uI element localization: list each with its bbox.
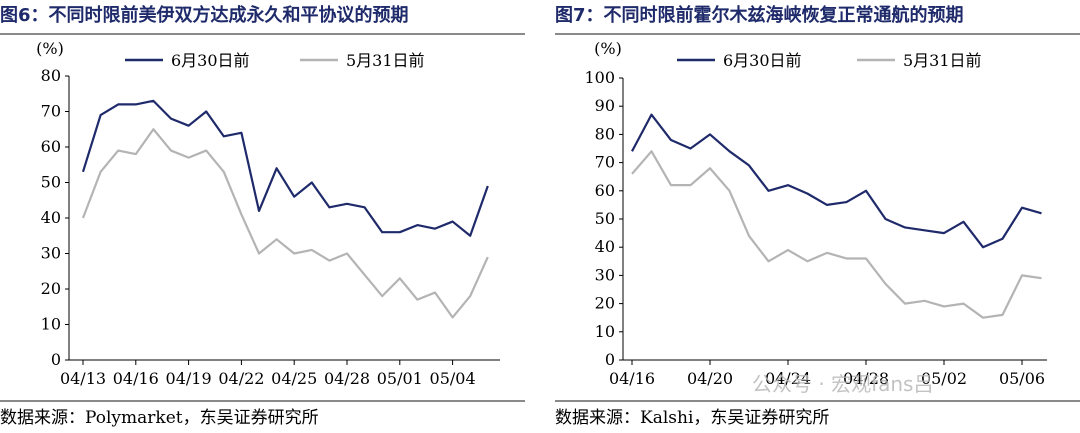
legend-label: 5月31日前 [346,51,425,70]
legend-label: 6月30日前 [171,51,250,70]
chart-title: 图7：不同时限前霍尔木兹海峡恢复正常通航的预期 [555,5,964,26]
y-tick-label: 80 [595,124,615,143]
y-tick-label: 70 [41,102,61,121]
line-chart-hormuz-navigation: 0 10 20 30 40 50 60 70 80 90 100 (%) 04/16 04/20 04/24… [584,39,1047,388]
series-line-may31 [631,150,1042,319]
chart-panel-peace-agreement: 图6：不同时限前美伊双方达成永久和平协议的预期 0 10 20 30 40 50 60 70 8… [0,0,525,433]
y-tick-label: 10 [41,315,61,334]
y-tick-label: 60 [41,137,61,156]
x-tick-label: 04/16 [609,369,655,388]
line-chart-peace-agreement: 0 10 20 30 40 50 60 70 80 (%) 04/13 04/16 04/19 04/22… [36,39,500,388]
x-tick-label: 04/13 [60,369,106,388]
y-unit-label: (%) [36,39,64,58]
y-tick-label: 90 [595,96,615,115]
y-tick-label: 10 [595,322,615,341]
chart-source: 数据来源：Kalshi，东吴证券研究所 [555,408,830,428]
x-tick-label: 05/04 [430,369,476,388]
x-tick-label: 04/20 [687,369,733,388]
watermark: 公众号 · 宏观fans吕 [752,372,934,396]
x-tick-label: 04/24 [765,369,811,388]
x-tick-label: 04/19 [166,369,212,388]
bottom-divider [555,400,1080,402]
bottom-divider [0,400,525,402]
y-tick-label: 60 [595,181,615,200]
x-tick-label: 05/02 [921,369,967,388]
y-tick-label: 20 [595,294,615,313]
y-tick-label: 20 [41,279,61,298]
series-line-may31 [81,128,489,319]
y-tick-label: 40 [595,237,615,256]
y-tick-label: 50 [41,173,61,192]
chart-title: 图6：不同时限前美伊双方达成永久和平协议的预期 [0,5,409,26]
series-line-jun30 [631,113,1042,249]
legend-label: 6月30日前 [723,51,802,70]
x-tick-label: 04/22 [218,369,264,388]
y-tick-label: 30 [595,265,615,284]
top-divider [0,33,525,35]
y-unit-label: (%) [594,39,622,58]
y-tick-label: 30 [41,244,61,263]
series-line-jun30 [81,99,489,237]
x-tick-label: 04/25 [271,369,317,388]
chart-panel-hormuz-navigation: 图7：不同时限前霍尔木兹海峡恢复正常通航的预期 0 10 20 30 40 50 60 70 8… [555,0,1080,433]
y-tick-label: 50 [595,209,615,228]
y-tick-label: 70 [595,153,615,172]
x-tick-label: 04/28 [843,369,889,388]
y-tick-label: 0 [51,350,61,369]
x-tick-label: 05/01 [377,369,423,388]
y-tick-label: 40 [41,208,61,227]
top-divider [555,33,1080,35]
y-tick-label: 100 [584,68,615,87]
y-tick-label: 80 [41,66,61,85]
x-tick-label: 04/16 [113,369,159,388]
chart-source: 数据来源：Polymarket，东吴证券研究所 [0,408,319,428]
x-tick-label: 05/06 [999,369,1045,388]
x-tick-label: 04/28 [324,369,370,388]
y-tick-label: 0 [605,350,615,369]
legend-label: 5月31日前 [903,51,982,70]
